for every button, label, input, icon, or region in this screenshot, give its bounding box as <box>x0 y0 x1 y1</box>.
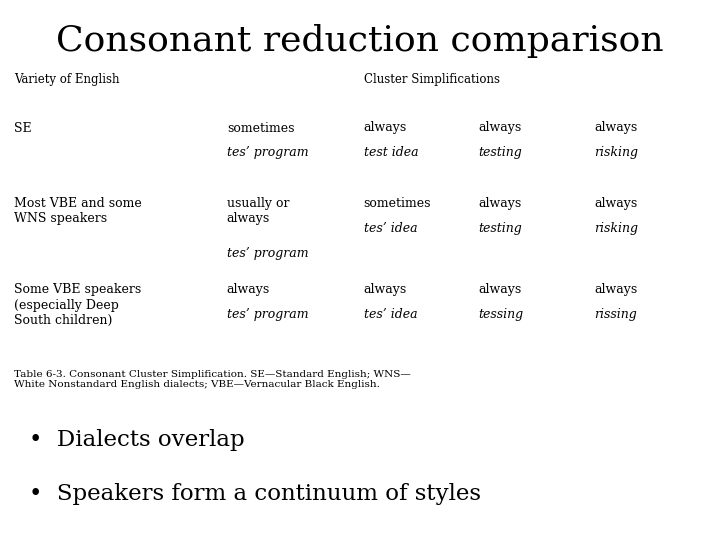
Text: Most VBE and some
WNS speakers: Most VBE and some WNS speakers <box>14 197 142 225</box>
Text: tes’ idea: tes’ idea <box>364 308 417 321</box>
Text: always: always <box>364 122 407 134</box>
Text: rissing: rissing <box>594 308 636 321</box>
Text: test idea: test idea <box>364 146 418 159</box>
Text: testing: testing <box>479 146 523 159</box>
Text: tes’ program: tes’ program <box>227 146 308 159</box>
Text: sometimes: sometimes <box>227 122 294 134</box>
Text: Table 6-3. Consonant Cluster Simplification. SE—Standard English; WNS—
White Non: Table 6-3. Consonant Cluster Simplificat… <box>14 370 411 389</box>
Text: always: always <box>594 284 637 296</box>
Text: always: always <box>364 284 407 296</box>
Text: testing: testing <box>479 222 523 235</box>
Text: Variety of English: Variety of English <box>14 73 120 86</box>
Text: •  Speakers form a continuum of styles: • Speakers form a continuum of styles <box>29 483 481 505</box>
Text: always: always <box>479 122 522 134</box>
Text: Cluster Simplifications: Cluster Simplifications <box>364 73 500 86</box>
Text: usually or
always: usually or always <box>227 197 289 225</box>
Text: Some VBE speakers
(especially Deep
South children): Some VBE speakers (especially Deep South… <box>14 284 142 327</box>
Text: Consonant reduction comparison: Consonant reduction comparison <box>56 24 664 58</box>
Text: always: always <box>227 284 270 296</box>
Text: always: always <box>479 284 522 296</box>
Text: •  Dialects overlap: • Dialects overlap <box>29 429 244 451</box>
Text: sometimes: sometimes <box>364 197 431 210</box>
Text: risking: risking <box>594 222 638 235</box>
Text: always: always <box>594 122 637 134</box>
Text: always: always <box>594 197 637 210</box>
Text: SE: SE <box>14 122 32 134</box>
Text: tes’ idea: tes’ idea <box>364 222 417 235</box>
Text: risking: risking <box>594 146 638 159</box>
Text: tes’ program: tes’ program <box>227 308 308 321</box>
Text: tessing: tessing <box>479 308 524 321</box>
Text: always: always <box>479 197 522 210</box>
Text: tes’ program: tes’ program <box>227 247 308 260</box>
